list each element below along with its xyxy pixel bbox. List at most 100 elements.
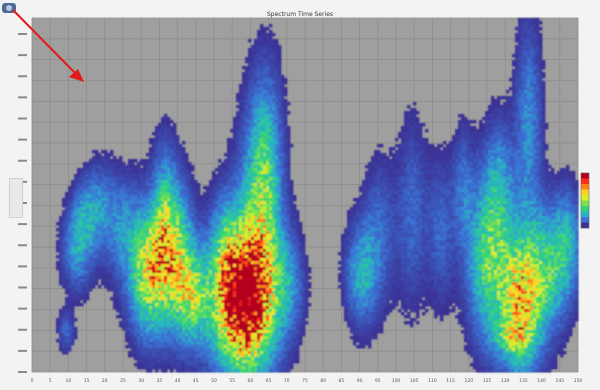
heatmap-cell	[503, 201, 507, 205]
heatmap-cell	[137, 174, 141, 178]
heatmap-cell	[242, 180, 246, 184]
heatmap-cell	[260, 180, 264, 184]
heatmap-cell	[434, 186, 438, 190]
heatmap-cell	[524, 168, 528, 172]
heatmap-cell	[143, 171, 147, 175]
heatmap-cell	[131, 210, 135, 214]
heatmap-cell	[227, 159, 231, 163]
heatmap-cell	[413, 141, 417, 145]
heatmap-cell	[242, 105, 246, 109]
heatmap-cell	[413, 216, 417, 220]
heatmap-cell	[263, 204, 267, 208]
heatmap-cell	[245, 156, 249, 160]
heatmap-cell	[527, 90, 531, 94]
heatmap-cell	[482, 174, 486, 178]
heatmap-cell	[266, 75, 270, 79]
heatmap-cell	[371, 204, 375, 208]
heatmap-cell	[242, 108, 246, 112]
heatmap-cell	[401, 147, 405, 151]
heatmap-cell	[368, 183, 372, 187]
heatmap-cell	[272, 183, 276, 187]
heatmap-cell	[491, 114, 495, 118]
heatmap-cell	[212, 201, 216, 205]
heatmap-cell	[398, 177, 402, 181]
heatmap-cell	[287, 207, 291, 211]
heatmap-cell	[524, 204, 528, 208]
heatmap-cell	[233, 204, 237, 208]
heatmap-cell	[260, 138, 264, 142]
heatmap-cell	[251, 210, 255, 214]
heatmap-cell	[533, 198, 537, 202]
heatmap-cell	[461, 204, 465, 208]
heatmap-cell	[68, 201, 72, 205]
heatmap-cell	[89, 216, 93, 220]
heatmap-cell	[524, 48, 528, 52]
heatmap-cell	[398, 150, 402, 154]
heatmap-cell	[188, 192, 192, 196]
heatmap-cell	[524, 33, 528, 37]
heatmap-cell	[536, 135, 540, 139]
heatmap-cell	[530, 210, 534, 214]
heatmap-cell	[161, 129, 165, 133]
heatmap-cell	[239, 99, 243, 103]
heatmap-cell	[239, 156, 243, 160]
heatmap-cell	[110, 159, 114, 163]
heatmap-cell	[557, 189, 561, 193]
heatmap-cell	[371, 168, 375, 172]
heatmap-cell	[563, 213, 567, 217]
heatmap-cell	[251, 216, 255, 220]
heatmap-cell	[428, 171, 432, 175]
heatmap-cell	[524, 216, 528, 220]
heatmap-cell	[194, 198, 198, 202]
heatmap-cell	[500, 105, 504, 109]
heatmap-cell	[431, 222, 435, 226]
heatmap-cell	[446, 177, 450, 181]
heatmap-cell	[161, 207, 165, 211]
heatmap-cell	[254, 138, 258, 142]
heatmap-cell	[200, 207, 204, 211]
heatmap-cell	[488, 216, 492, 220]
heatmap-cell	[170, 219, 174, 223]
heatmap-cell	[536, 96, 540, 100]
heatmap-cell	[500, 147, 504, 151]
heatmap-cell	[260, 93, 264, 97]
heatmap-cell	[119, 180, 123, 184]
heatmap-cell	[89, 204, 93, 208]
heatmap-cell	[170, 180, 174, 184]
heatmap-cell	[269, 147, 273, 151]
heatmap-cell	[476, 219, 480, 223]
heatmap-cell	[524, 147, 528, 151]
heatmap-cell	[515, 96, 519, 100]
heatmap-cell	[122, 168, 126, 172]
heatmap-cell	[215, 177, 219, 181]
heatmap-cell	[446, 150, 450, 154]
heatmap-cell	[137, 222, 141, 226]
heatmap-cell	[413, 183, 417, 187]
heatmap-cell	[437, 144, 441, 148]
heatmap-cell	[278, 75, 282, 79]
heatmap-cell	[365, 195, 369, 199]
heatmap-cell	[278, 192, 282, 196]
heatmap-cell	[419, 186, 423, 190]
heatmap-cell	[284, 180, 288, 184]
heatmap-cell	[248, 72, 252, 76]
heatmap-cell	[260, 45, 264, 49]
heatmap-cell	[272, 171, 276, 175]
heatmap-cell	[467, 147, 471, 151]
heatmap-cell	[515, 69, 519, 73]
heatmap-cell	[491, 177, 495, 181]
heatmap-cell	[425, 198, 429, 202]
heatmap-cell	[80, 177, 84, 181]
heatmap-cell	[260, 60, 264, 64]
heatmap-cell	[476, 204, 480, 208]
heatmap-cell	[476, 162, 480, 166]
heatmap-cell	[434, 147, 438, 151]
heatmap-cell	[179, 198, 183, 202]
heatmap-cell	[407, 171, 411, 175]
heatmap-cell	[242, 171, 246, 175]
heatmap-cell	[92, 174, 96, 178]
heatmap-cell	[371, 222, 375, 226]
heatmap-cell	[263, 48, 267, 52]
heatmap-cell	[257, 177, 261, 181]
heatmap-cell	[527, 162, 531, 166]
